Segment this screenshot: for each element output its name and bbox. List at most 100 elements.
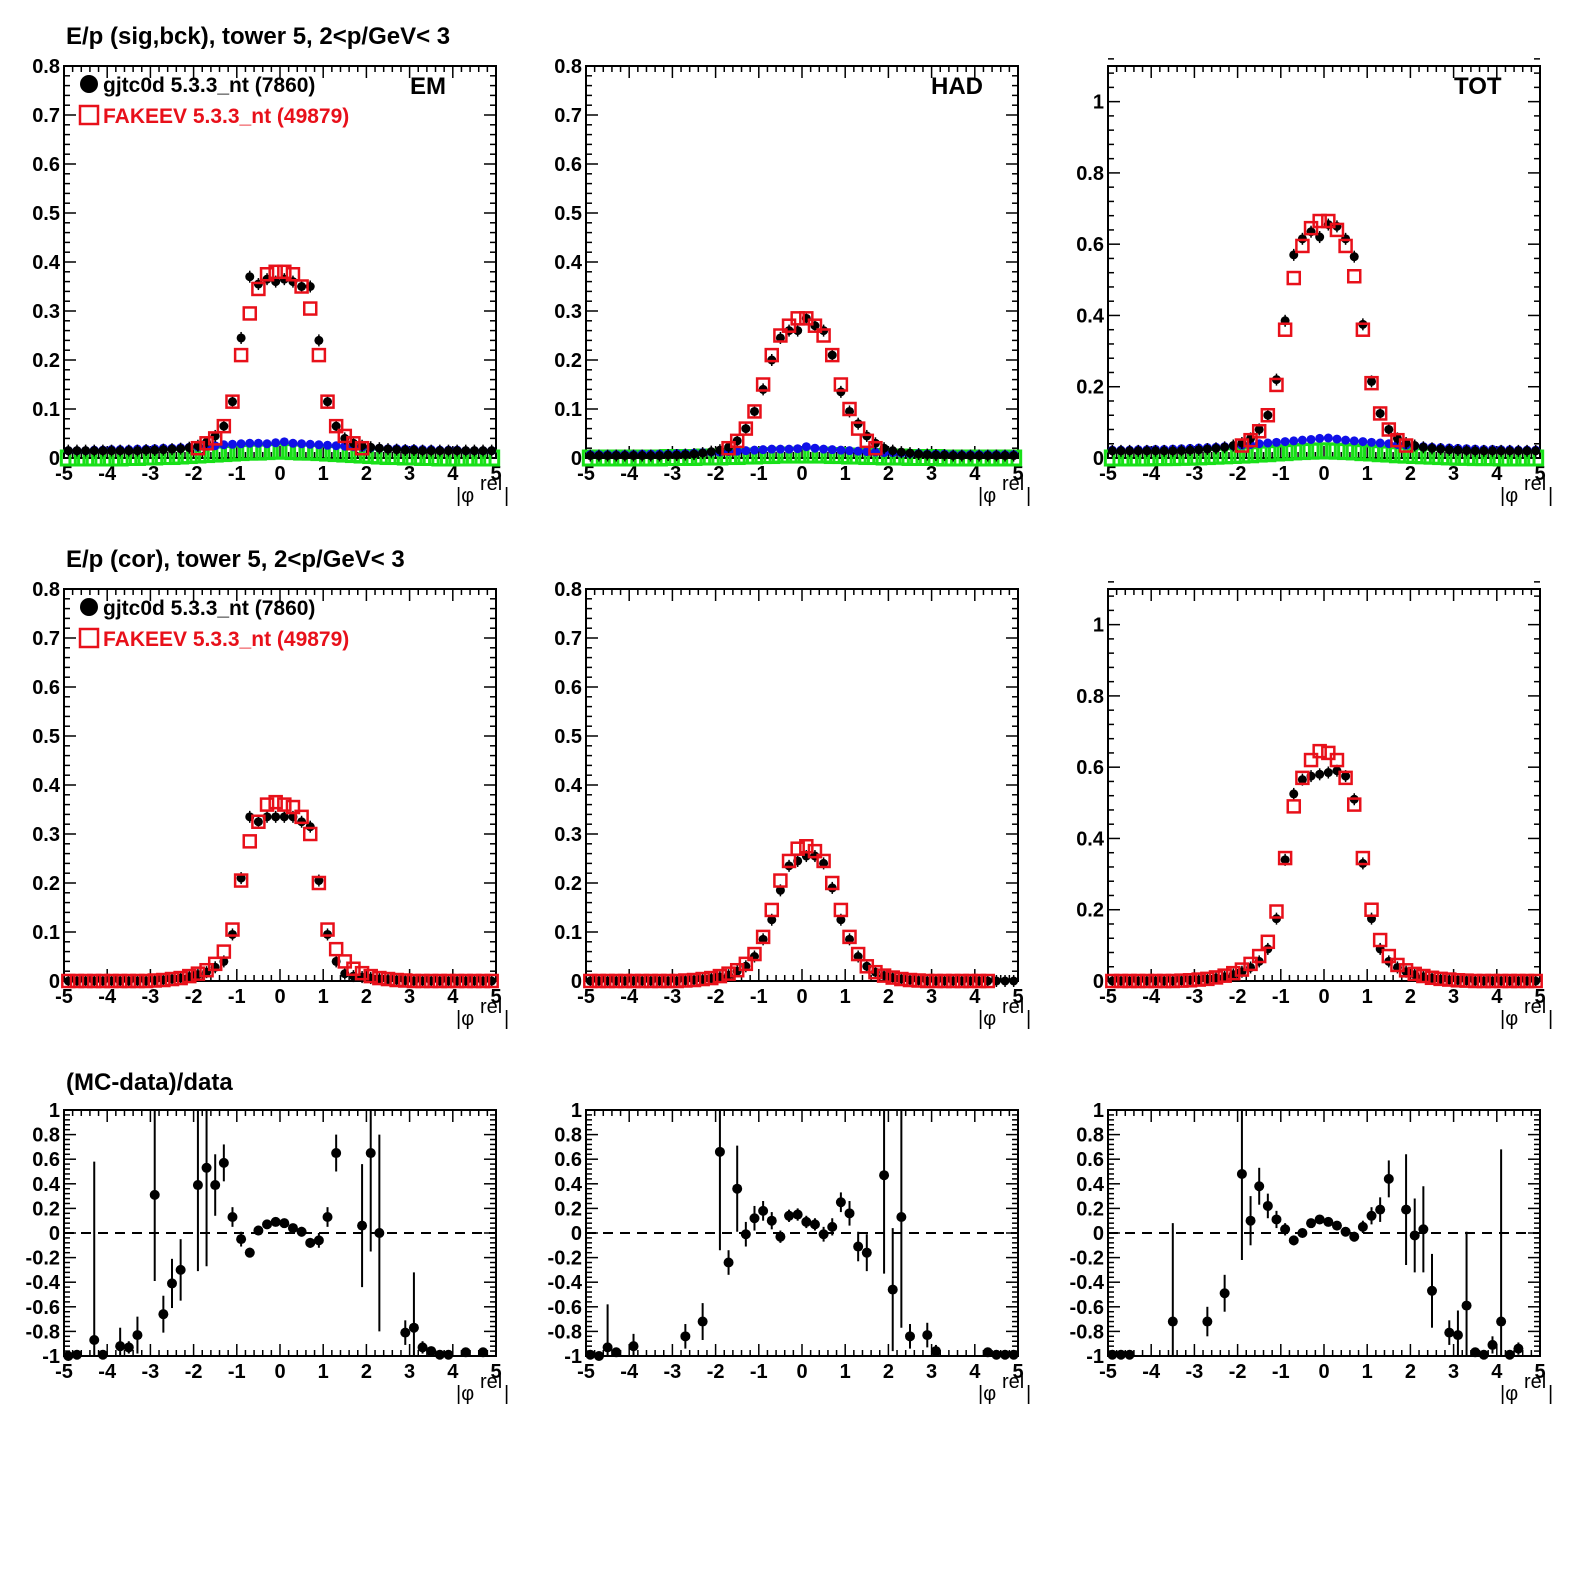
data-point	[1349, 1231, 1360, 1242]
x-tick-label: 3	[404, 463, 415, 485]
marks	[1105, 743, 1543, 989]
marks	[61, 794, 499, 989]
background-blue-point	[1306, 434, 1316, 444]
y-tick-label: 0	[49, 971, 60, 993]
mc-point	[816, 328, 831, 343]
mc-point	[695, 971, 710, 987]
x-axis-title: |φ	[456, 1383, 474, 1405]
background-blue-point	[749, 445, 759, 455]
mc-point	[1208, 970, 1224, 985]
data-point	[1384, 424, 1394, 434]
data-point	[478, 446, 488, 456]
data-point	[1107, 446, 1117, 456]
x-axis-title-close: |	[1026, 1008, 1031, 1030]
background-blue-point	[741, 446, 751, 456]
mc-point	[354, 440, 370, 456]
data-point	[400, 445, 410, 455]
y-tick-label: 0.5	[32, 203, 60, 225]
mc-point	[277, 264, 292, 280]
mc-point	[207, 431, 223, 446]
background-blue-point	[305, 439, 315, 449]
data-point	[1133, 446, 1143, 456]
data-point	[227, 1212, 238, 1223]
data-point	[758, 934, 768, 944]
y-tick-label: 0.7	[554, 105, 582, 127]
x-tick-label: 2	[883, 986, 894, 1008]
data-point	[922, 1330, 933, 1341]
mc-point	[328, 418, 344, 434]
mc-point	[86, 973, 102, 989]
x-axis-title-sup: rel	[1002, 996, 1024, 1018]
mc-point	[963, 973, 978, 989]
data-point	[672, 450, 682, 460]
mc-point	[1355, 322, 1371, 337]
mc-point	[634, 973, 650, 989]
data-point	[585, 451, 595, 461]
data-point	[1202, 1316, 1213, 1327]
x-tick-label: -3	[664, 986, 682, 1008]
data-point	[1000, 976, 1010, 986]
data-point	[297, 282, 307, 291]
data-point	[1271, 1214, 1282, 1225]
mc-point	[764, 902, 780, 918]
data-point	[758, 1205, 769, 1216]
x-tick-label: -3	[1186, 986, 1204, 1008]
y-tick-label: 0.2	[1076, 377, 1104, 399]
data-point	[236, 1234, 247, 1245]
x-axis-title-sup: rel	[480, 996, 502, 1018]
marks	[59, 264, 501, 467]
y-tick-label: 0.2	[554, 873, 582, 895]
background-blue-point	[1332, 434, 1342, 444]
y-tick-label: 0.8	[1076, 163, 1104, 185]
data-point	[1409, 1230, 1420, 1241]
data-point	[1254, 424, 1264, 434]
x-tick-label: 1	[318, 463, 329, 485]
x-tick-label: -5	[55, 1361, 73, 1383]
panel-label-had: HAD	[931, 73, 983, 100]
x-tick-label: -5	[55, 986, 73, 1008]
mc-point	[1485, 973, 1500, 989]
mc-point	[259, 797, 275, 812]
mc-point	[432, 973, 448, 989]
ticks: -5 -4 -3 -2 -1 0 1 2 3 4 5 0 0.1 0.2 0.3 0.4 0.5 0.6 0.7 0.…	[32, 56, 509, 507]
data-point	[1219, 1288, 1230, 1299]
mc-point	[182, 968, 197, 984]
x-tick-label: 2	[361, 463, 372, 485]
x-axis-title: |φ	[1500, 1383, 1518, 1405]
y-tick-label: 1	[49, 1100, 60, 1122]
data-point	[1418, 1224, 1429, 1235]
data-point	[1418, 442, 1428, 452]
legend-data-marker	[80, 598, 98, 616]
mc-point	[1433, 971, 1448, 987]
mc-point	[1226, 965, 1241, 981]
data-point	[931, 450, 941, 460]
background-blue-point	[1367, 437, 1377, 447]
mc-point	[423, 973, 439, 989]
data-point	[253, 817, 263, 827]
data-point	[201, 1162, 212, 1173]
mc-point	[1260, 407, 1276, 423]
y-tick-label: -0.2	[26, 1248, 60, 1270]
data-point	[948, 451, 958, 461]
row-title-cor: E/p (cor), tower 5, 2<p/GeV< 3	[66, 546, 405, 573]
data-point	[1331, 1220, 1342, 1231]
mc-point	[1502, 973, 1518, 989]
y-tick-label: 0.4	[1076, 828, 1105, 850]
data-point	[478, 1347, 489, 1358]
background-green-point	[1328, 442, 1346, 460]
mc-point	[354, 965, 370, 981]
x-tick-label: -3	[664, 1361, 682, 1383]
mc-point	[1286, 270, 1302, 286]
data-point	[426, 1346, 437, 1357]
data-point	[1401, 1204, 1412, 1215]
background-blue-point	[758, 445, 768, 455]
data-point	[132, 1330, 143, 1341]
ticks: -5 -4 -3 -2 -1 0 1 2 3 4 5 0 0.2 0.4 0.6 0.8 1 |φ rel|	[1076, 581, 1553, 1030]
mc-point	[1321, 213, 1336, 229]
panel-sigbck-tot: -5 -4 -3 -2 -1 0 1 2 3 4 5 0 0.2 0.4 0.6 0.8 1 |φ rel| TOT	[1076, 58, 1553, 507]
x-tick-label: -4	[98, 986, 117, 1008]
plot-frame	[585, 65, 1019, 459]
x-axis-title-sup: rel	[1524, 473, 1546, 495]
data-point	[158, 1309, 169, 1320]
mc-point	[591, 973, 607, 989]
